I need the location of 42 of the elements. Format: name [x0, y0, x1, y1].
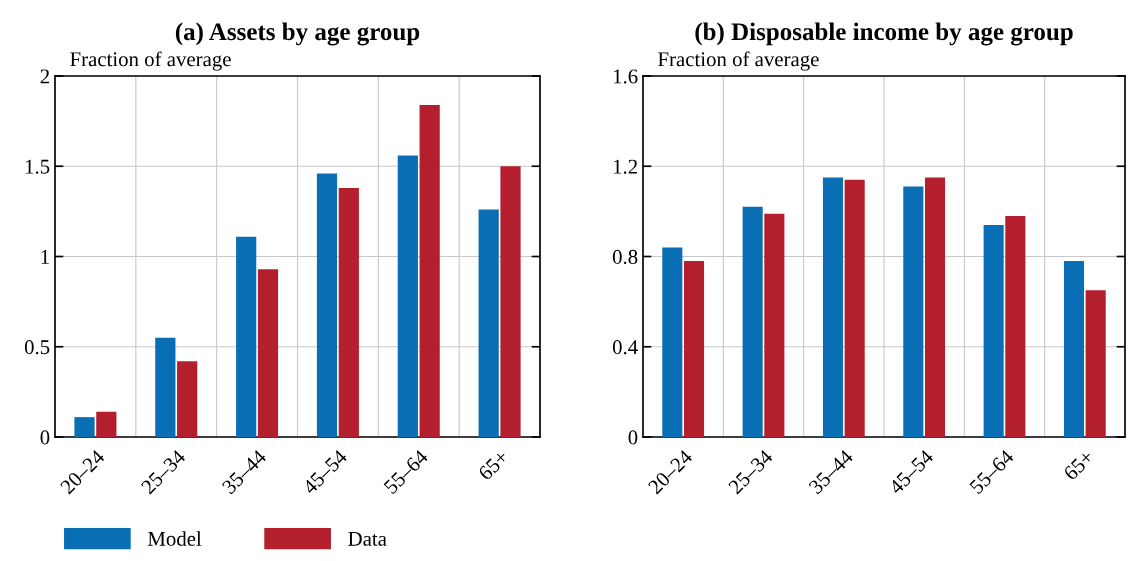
bar: [1005, 215, 1026, 437]
bar: [478, 209, 499, 437]
bar: [1085, 290, 1106, 437]
bar: [1063, 261, 1085, 437]
bar: [764, 213, 785, 437]
bar: [500, 166, 521, 437]
chart-title: (b) Disposable income by age group: [695, 22, 1073, 46]
y-tick-label: 1.6: [613, 69, 638, 84]
bar: [924, 177, 946, 437]
legend-label: Data: [348, 532, 387, 546]
x-tick-label: 65+: [1062, 449, 1095, 481]
y-tick-label: 1: [41, 249, 49, 264]
bar: [155, 337, 176, 437]
bar: [257, 269, 279, 437]
y-tick-label: 1.5: [25, 159, 50, 174]
bar: [662, 247, 683, 437]
bar: [683, 261, 705, 437]
bar: [903, 186, 924, 437]
y-tick-label: 0.4: [612, 340, 638, 355]
bar: [742, 206, 763, 437]
bar: [844, 179, 865, 437]
bar: [177, 361, 198, 437]
bar: [419, 104, 440, 437]
y-axis-title: Fraction of average: [70, 51, 231, 71]
y-tick-label: 0: [628, 430, 638, 445]
legend-label: Model: [147, 531, 202, 546]
bar: [397, 155, 418, 437]
chart-title: (a) Assets by age group: [175, 22, 420, 46]
y-tick-label: 0.5: [24, 340, 50, 355]
y-tick-label: 0.8: [612, 249, 638, 265]
y-tick-label: 2: [40, 69, 49, 84]
bar: [983, 224, 1004, 437]
bar: [236, 236, 257, 437]
bar: [316, 173, 338, 437]
bar: [338, 187, 359, 437]
bar: [822, 177, 844, 437]
x-tick-label: 65+: [477, 449, 510, 481]
y-axis-title: Fraction of average: [658, 51, 819, 71]
y-tick-label: 1.2: [613, 159, 637, 174]
bar: [96, 411, 117, 437]
y-tick-label: 0: [40, 430, 50, 445]
bar: [74, 417, 95, 437]
